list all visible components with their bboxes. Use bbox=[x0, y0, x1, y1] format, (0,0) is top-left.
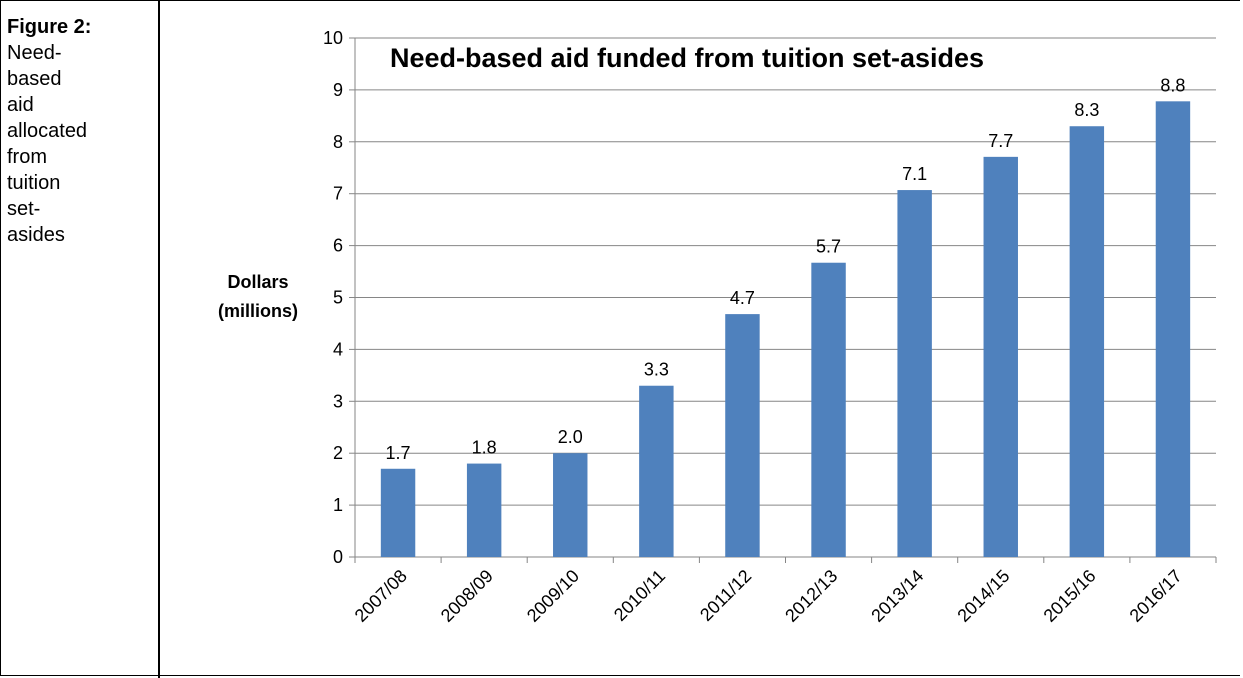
y-tick-label: 2 bbox=[333, 443, 343, 463]
x-tick-label-2015/16: 2015/16 bbox=[1040, 566, 1100, 626]
bar-2007/08 bbox=[380, 468, 416, 557]
y-tick-label: 1 bbox=[333, 495, 343, 515]
y-tick-label: 0 bbox=[333, 547, 343, 567]
figure-label: Figure 2: bbox=[7, 16, 92, 38]
y-tick-label: 6 bbox=[333, 236, 343, 256]
bar-2012/13 bbox=[811, 262, 846, 557]
data-label-2010/11: 3.3 bbox=[644, 360, 669, 380]
x-tick-label-2012/13: 2012/13 bbox=[781, 566, 841, 626]
bar-2011/12 bbox=[725, 314, 760, 557]
x-tick-label-2016/17: 2016/17 bbox=[1126, 566, 1186, 626]
bar-2008/09 bbox=[466, 463, 502, 557]
figure-caption-text: Need- based aid allocated from tuition s… bbox=[7, 42, 88, 246]
x-tick-label-2010/11: 2010/11 bbox=[610, 566, 669, 625]
y-tick-label: 7 bbox=[333, 184, 343, 204]
data-label-2015/16: 8.3 bbox=[1074, 100, 1099, 120]
x-tick-label-2014/15: 2014/15 bbox=[953, 566, 1013, 626]
figure-caption: Figure 2: Need- based aid allocated from… bbox=[7, 14, 155, 248]
data-label-2016/17: 8.8 bbox=[1160, 75, 1185, 95]
data-labels: 1.7 1.8 2.0 3.3 4.7 5.7 7.1 7.7 8.3 8.8 bbox=[386, 75, 1186, 462]
data-label-2007/08: 1.7 bbox=[386, 443, 411, 463]
y-tick-label: 5 bbox=[333, 288, 343, 308]
data-label-2012/13: 5.7 bbox=[816, 237, 841, 257]
x-tick-label-2007/08: 2007/08 bbox=[351, 566, 411, 626]
bar-2014/15 bbox=[983, 156, 1018, 557]
bar-2016/17 bbox=[1155, 101, 1191, 558]
bars bbox=[380, 101, 1191, 558]
x-tick-label-2009/10: 2009/10 bbox=[523, 566, 583, 626]
data-label-2011/12: 4.7 bbox=[730, 288, 755, 308]
x-tick-label-2011/12: 2011/12 bbox=[696, 566, 755, 625]
y-tick-label: 4 bbox=[333, 339, 343, 359]
y-axis-label-line-2: (millions) bbox=[218, 301, 298, 321]
bar-2013/14 bbox=[897, 190, 932, 557]
y-tick-label: 3 bbox=[333, 391, 343, 411]
data-label-2008/09: 1.8 bbox=[472, 438, 497, 458]
y-tick-label: 10 bbox=[323, 28, 343, 48]
data-label-2014/15: 7.7 bbox=[988, 131, 1013, 151]
bar-2010/11 bbox=[639, 385, 674, 557]
bar-2009/10 bbox=[553, 453, 588, 557]
caption-divider bbox=[158, 0, 160, 678]
data-label-2013/14: 7.1 bbox=[902, 164, 927, 184]
x-tick-label-2013/14: 2013/14 bbox=[867, 566, 927, 626]
x-tick-label-2008/09: 2008/09 bbox=[437, 566, 497, 626]
y-axis-label-line-1: Dollars bbox=[227, 272, 288, 292]
chart-title: Need-based aid funded from tuition set-a… bbox=[390, 43, 984, 73]
bar-2015/16 bbox=[1069, 126, 1105, 557]
y-tick-label: 8 bbox=[333, 132, 343, 152]
y-tick-label: 9 bbox=[333, 80, 343, 100]
data-label-2009/10: 2.0 bbox=[558, 427, 583, 447]
